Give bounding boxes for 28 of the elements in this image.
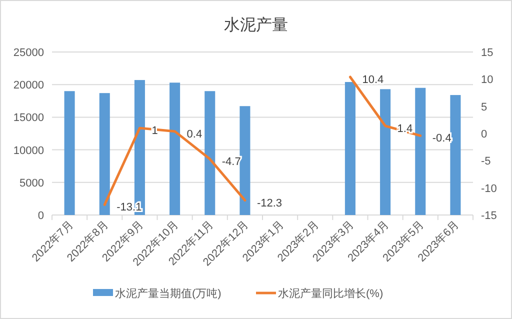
y-tick-label: 20000 xyxy=(13,80,44,92)
bar xyxy=(344,82,356,215)
bar xyxy=(204,91,216,215)
data-label: 10.4 xyxy=(362,74,384,86)
chart-title: 水泥产量 xyxy=(224,16,288,34)
y2-tick-label: 15 xyxy=(481,47,494,59)
y2-tick-label: -5 xyxy=(481,156,491,168)
y2-tick-label: 0 xyxy=(481,128,488,140)
data-label: -12.3 xyxy=(256,197,282,210)
y2-tick-label: -15 xyxy=(481,210,497,222)
y2-tick-label: -10 xyxy=(481,182,497,195)
y-tick-label: 10000 xyxy=(13,144,44,157)
bar xyxy=(450,95,461,215)
data-label: 0.4 xyxy=(186,128,202,140)
bar xyxy=(170,82,180,215)
bar xyxy=(99,93,110,215)
y-tick-label: 5000 xyxy=(20,177,44,190)
legend-label: 水泥产量当期值(万吨) xyxy=(115,287,222,300)
bar xyxy=(380,89,391,215)
y-tick-label: 0 xyxy=(38,210,44,222)
bar xyxy=(415,88,426,215)
legend-label: 水泥产量同比增长(%) xyxy=(278,287,384,300)
y2-tick-label: 10 xyxy=(481,74,494,86)
y2-tick-label: 5 xyxy=(481,101,488,114)
y-tick-label: 15000 xyxy=(13,112,44,124)
bar xyxy=(64,91,75,215)
y-tick-label: 25000 xyxy=(13,47,44,59)
bar xyxy=(240,106,250,215)
